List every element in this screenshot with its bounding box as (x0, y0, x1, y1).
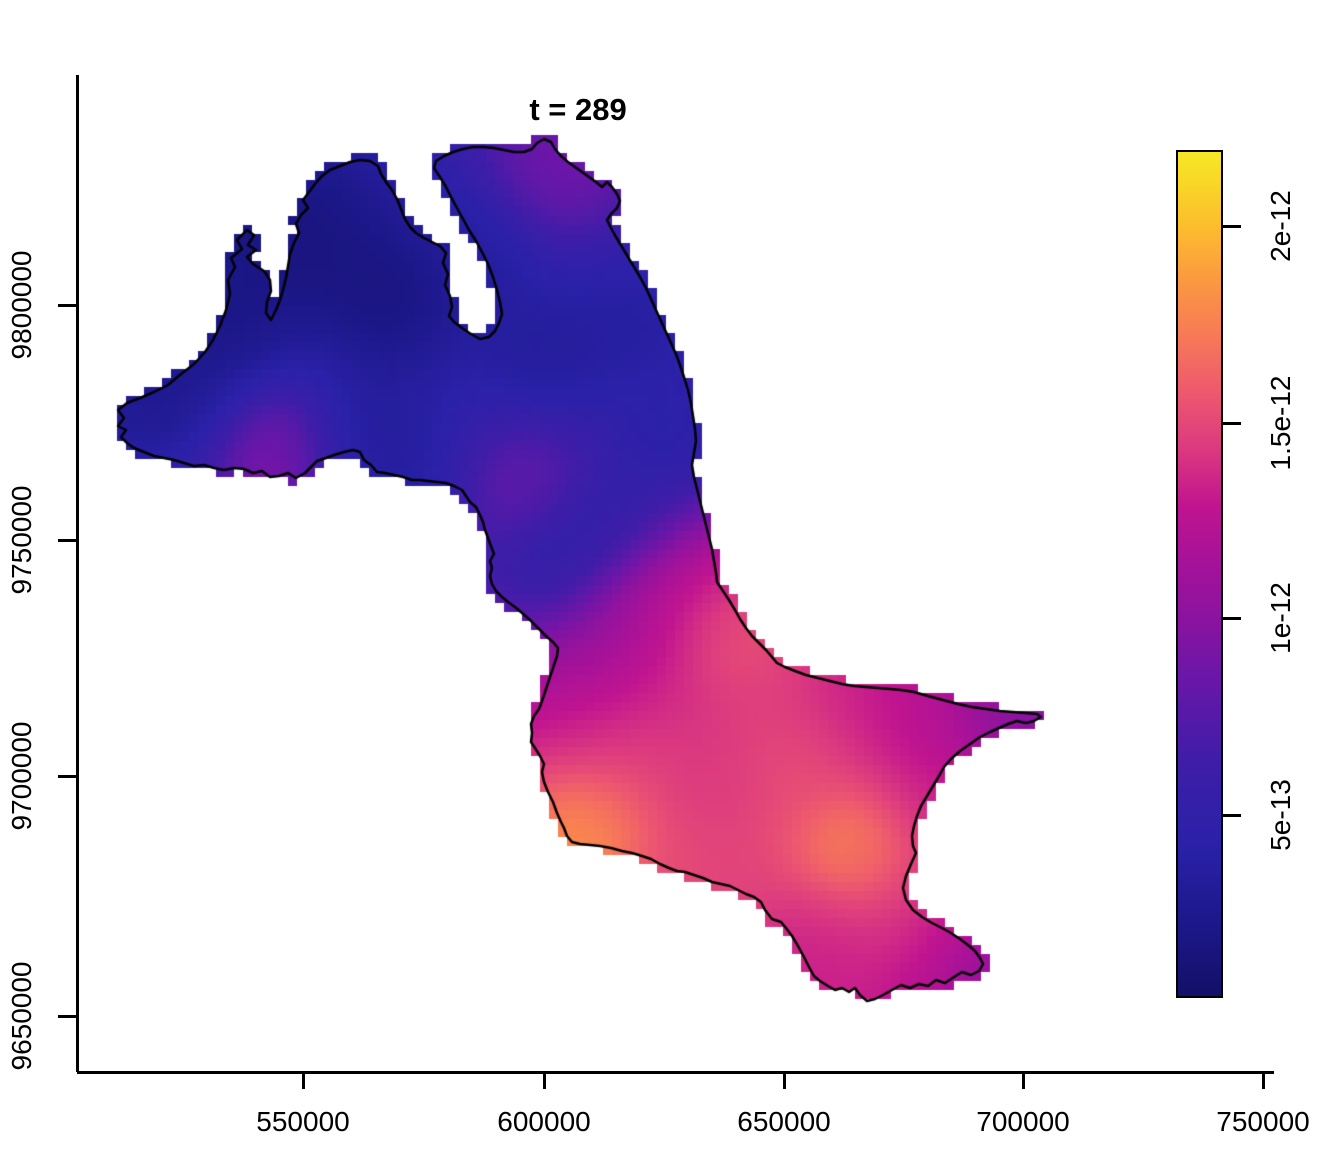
x-tick-mark (301, 1071, 305, 1089)
y-tick-label: 9650000 (6, 961, 37, 1071)
colorbar-gradient (1176, 150, 1223, 998)
x-axis-line (77, 1071, 1274, 1074)
y-tick-label: 9700000 (6, 721, 37, 831)
colorbar-tick-label: 1e-12 (1265, 582, 1296, 654)
y-tick-label: 9800000 (6, 250, 37, 360)
y-tick-label: 9750000 (6, 485, 37, 595)
x-tick-label: 600000 (497, 1106, 591, 1137)
x-tick-label: 750000 (1216, 1106, 1310, 1137)
x-tick-mark (1021, 1071, 1025, 1089)
x-tick-mark (782, 1071, 786, 1089)
y-tick-mark (58, 1014, 76, 1018)
x-tick-mark (542, 1071, 546, 1089)
x-tick-label: 700000 (976, 1106, 1070, 1137)
colorbar-tick-mark (1223, 224, 1241, 228)
colorbar-tick-label: 1.5e-12 (1265, 375, 1296, 471)
x-tick-mark (1261, 1071, 1265, 1089)
colorbar-tick-mark (1223, 813, 1241, 817)
x-tick-label: 550000 (256, 1106, 350, 1137)
colorbar-tick-mark (1223, 616, 1241, 620)
y-tick-mark (58, 774, 76, 778)
y-axis-line (76, 75, 79, 1072)
plot-title: t = 289 (529, 92, 627, 127)
x-tick-label: 650000 (737, 1106, 831, 1137)
colorbar-tick-label: 2e-12 (1265, 190, 1296, 262)
y-tick-mark (58, 303, 76, 307)
colorbar-tick-mark (1223, 421, 1241, 425)
y-tick-mark (58, 538, 76, 542)
colorbar-tick-label: 5e-13 (1265, 779, 1296, 851)
